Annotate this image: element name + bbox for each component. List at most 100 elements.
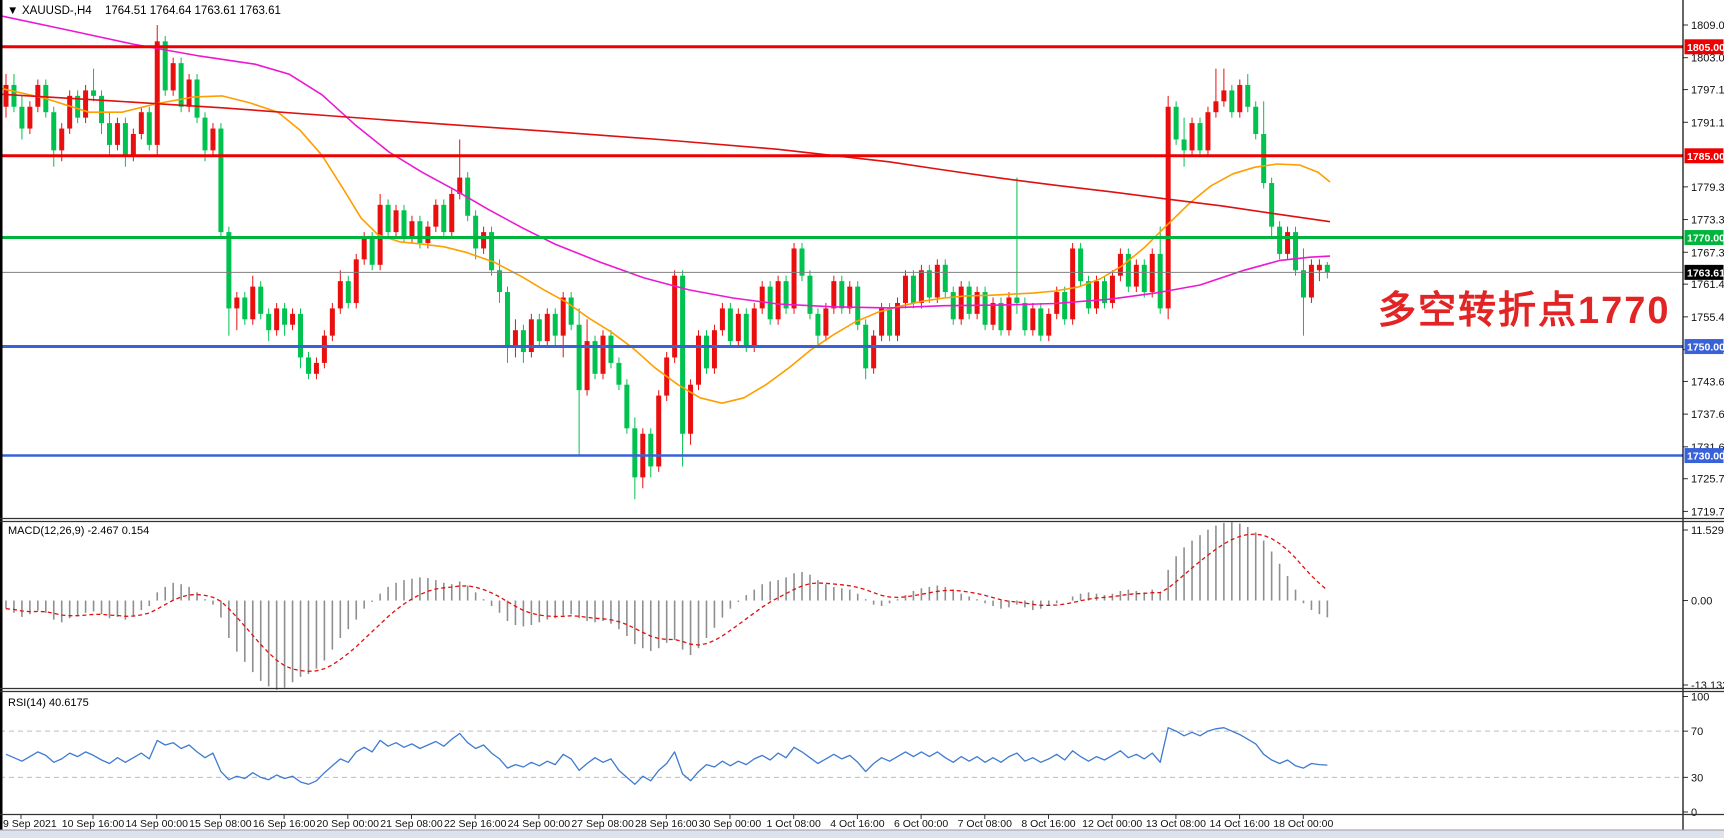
price-tick-label: 1803.00	[1691, 53, 1724, 65]
candle-body	[51, 112, 57, 151]
candle-body	[1300, 270, 1306, 298]
candle-body	[1149, 253, 1155, 293]
candle-body	[855, 286, 861, 325]
ohlc-values-label: 1764.51 1764.64 1763.61 1763.61	[105, 5, 281, 17]
candle-body	[1316, 264, 1322, 271]
price-badge-label: 1730.00	[1687, 451, 1724, 463]
candle-body	[282, 308, 288, 325]
symbol-dropdown-icon[interactable]: ▼	[7, 5, 18, 17]
date-label: 24 Sep 00:00	[508, 818, 571, 830]
candle-body	[592, 341, 598, 374]
candle-body	[1109, 275, 1115, 303]
date-label: 15 Sep 08:00	[189, 818, 252, 830]
candle-body	[1165, 106, 1171, 309]
candle-body	[130, 134, 136, 156]
candle-body	[321, 335, 327, 363]
price-tick-label: 1755.45	[1691, 312, 1724, 324]
date-label: 27 Sep 08:00	[571, 818, 634, 830]
date-label: 9 Sep 2021	[3, 818, 57, 830]
candle-body	[250, 286, 256, 320]
candle-body	[67, 95, 73, 129]
candle-body	[91, 90, 97, 96]
candle-body	[711, 330, 717, 369]
candle-body	[847, 286, 853, 309]
candle-body	[504, 292, 510, 347]
candle-body	[1062, 292, 1068, 320]
candle-body	[751, 308, 757, 347]
candle-body	[83, 90, 89, 118]
candle-body	[632, 428, 638, 478]
ma-mid-magenta	[0, 14, 1331, 309]
candle-body	[266, 313, 272, 331]
candle-body	[1308, 264, 1314, 298]
candle-body	[616, 362, 622, 385]
candle-body	[1285, 232, 1291, 254]
candle-body	[1022, 302, 1028, 331]
candle-body	[425, 226, 431, 243]
macd-panel	[5, 522, 1329, 690]
candle-body	[449, 193, 455, 233]
candle-body	[1094, 281, 1100, 309]
candle-body	[353, 259, 359, 303]
ma-fast-orange	[0, 87, 1331, 405]
candle-body	[1173, 106, 1179, 140]
candle-body	[409, 221, 415, 238]
candle-body	[719, 308, 725, 331]
price-tick-label: 1797.15	[1691, 85, 1724, 97]
moving-averages-layer	[0, 14, 1331, 405]
candle-body	[839, 281, 845, 309]
candle-body	[242, 297, 248, 320]
rsi-label: RSI(14) 40.6175	[8, 697, 89, 709]
candle-body	[871, 335, 877, 369]
candle-body	[489, 232, 495, 271]
candle-body	[934, 264, 940, 298]
candle-body	[1046, 313, 1052, 336]
candle-body	[879, 308, 885, 336]
date-label: 20 Sep 00:00	[317, 818, 380, 830]
candle-body	[1157, 253, 1163, 309]
candle-body	[1277, 226, 1283, 254]
date-label: 28 Sep 16:00	[635, 818, 698, 830]
ma-slow-red	[0, 93, 1331, 223]
candle-body	[481, 232, 487, 249]
candle-body	[974, 292, 980, 314]
candle-body	[926, 270, 932, 298]
candle-body	[218, 128, 224, 233]
candle-body	[473, 215, 479, 249]
candle-body	[918, 270, 924, 303]
candle-body	[99, 95, 105, 124]
candle-body	[520, 330, 526, 352]
candle-body	[1221, 90, 1227, 102]
date-label: 7 Oct 08:00	[958, 818, 1012, 830]
candle-body	[1245, 84, 1251, 107]
candle-body	[162, 41, 168, 91]
candle-body	[576, 324, 582, 391]
candle-body	[799, 248, 805, 276]
candle-body	[138, 112, 144, 134]
candle-body	[544, 313, 550, 342]
candle-body	[990, 302, 996, 325]
price-tick-label: 1743.60	[1691, 376, 1724, 388]
candle-body	[106, 123, 112, 145]
candle-body	[831, 281, 837, 309]
rsi-axis-label: 100	[1691, 692, 1709, 704]
rsi-axis-label: 0	[1691, 807, 1697, 819]
candles-layer	[3, 25, 1330, 500]
candle-body	[114, 123, 120, 145]
candle-body	[170, 63, 176, 91]
candle-body	[688, 384, 694, 434]
candle-body	[696, 335, 702, 385]
candle-body	[178, 63, 184, 107]
candle-body	[1006, 297, 1012, 331]
candle-body	[656, 395, 662, 467]
candle-body	[1133, 264, 1139, 287]
candle-body	[1237, 84, 1243, 113]
candle-body	[337, 281, 343, 309]
candle-body	[560, 297, 566, 336]
candle-body	[775, 281, 781, 320]
candle-body	[512, 330, 518, 347]
price-badge-label: 1805.00	[1687, 42, 1724, 54]
